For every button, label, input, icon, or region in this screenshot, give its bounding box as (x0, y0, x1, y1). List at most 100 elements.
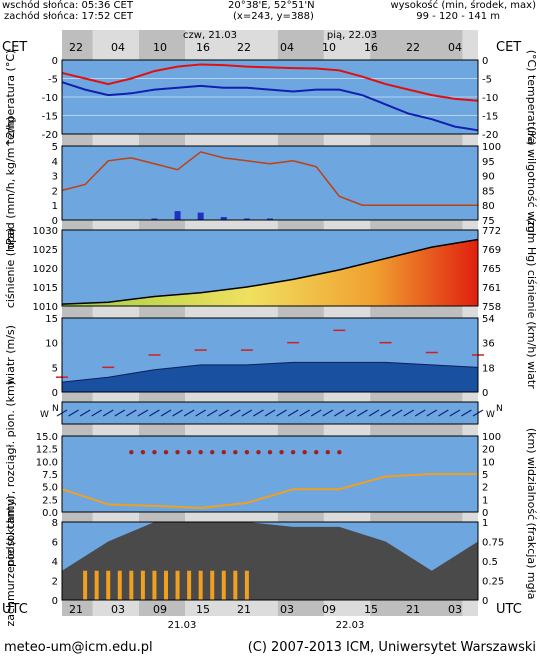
cloud-base-dot (290, 450, 296, 455)
wind-arrow (137, 409, 149, 417)
left-tick-precipitation: 4 (52, 157, 58, 168)
wind-arrow (276, 409, 287, 417)
right-tick-pressure: 772 (482, 226, 501, 237)
right-label-visibility: (km) widzialność (525, 428, 538, 520)
right-tick-pressure: 761 (482, 283, 501, 294)
left-label-pressure: ciśnienie (hPa) (4, 228, 17, 308)
wind-arrow (102, 409, 114, 417)
right-tick-temperature: -5 (482, 75, 492, 86)
wind-arrow (114, 409, 126, 417)
footer-email[interactable]: meteo-um@icm.edu.pl (4, 640, 153, 655)
right-label-cloud: (frakcja) mgła (525, 523, 538, 600)
right-tick-temperature: 0 (482, 56, 488, 67)
left-tick-cloud: 4 (52, 557, 58, 568)
left-tick-precipitation: 2 (52, 186, 58, 197)
humidity-line (61, 151, 478, 206)
left-tick-temperature: 0 (52, 56, 58, 67)
bottom-axis-label-right: UTC (496, 602, 522, 617)
right-tick-cloud: 0.75 (482, 538, 504, 549)
wind-arrow (287, 409, 299, 417)
top-tick-label: 22 (406, 41, 420, 54)
right-label-pressure: (mm Hg) ciśnienie (525, 218, 538, 319)
bottom-tick-label: 15 (364, 603, 378, 616)
top-tick-label: 10 (153, 41, 167, 54)
precip-bar (243, 218, 250, 220)
wind-arrow (79, 409, 91, 417)
fog-bar (152, 570, 157, 600)
dir-n-right: N (496, 404, 503, 414)
precip-bar (197, 212, 204, 220)
wind-arrow (380, 409, 391, 417)
wind-arrow (310, 409, 322, 417)
sunrise-text: wschód słońca: 05:36 CET (2, 0, 133, 11)
wind-arrow (195, 409, 206, 417)
fog-bar (175, 570, 180, 600)
top-tick-label: 22 (69, 41, 83, 54)
fog-bar (164, 570, 168, 600)
panel-bg-visibility (62, 436, 478, 512)
left-tick-pressure: 1010 (33, 302, 58, 313)
bottom-axis-label: UTC (2, 602, 28, 617)
fog-bar (94, 570, 99, 600)
bottom-tick-label: 03 (448, 603, 462, 616)
top-tick-label: 16 (364, 41, 378, 54)
precip-bar (151, 218, 158, 220)
wind-arrow (461, 409, 472, 417)
bottom-tick-label: 21 (406, 603, 420, 616)
wind-arrow (230, 409, 241, 417)
left-tick-temperature: -5 (48, 75, 58, 86)
wind-arrow (172, 409, 183, 417)
dir-w-right: W (486, 410, 495, 420)
cloud-base-dot (210, 450, 215, 455)
left-tick-visibility: 5.0 (42, 483, 58, 494)
wind-arrow (218, 409, 230, 417)
wind-arrow (183, 409, 195, 417)
panel-frame-temperature (61, 59, 479, 135)
right-tick-visibility: 10 (482, 457, 495, 468)
coords-text: 20°38'E, 52°51'N (228, 0, 315, 11)
bottom-tick-label: 03 (280, 603, 294, 616)
cloud-base-dot (163, 450, 169, 455)
left-tick-precipitation: 1 (52, 201, 58, 212)
dir-n-left: N (52, 404, 59, 414)
precip-bar (267, 218, 273, 220)
left-label-precipitation: opad (mm/h, kg/m^2/h) (4, 116, 17, 249)
right-tick-precipitation: 90 (482, 172, 495, 183)
left-tick-wind: 0 (52, 388, 58, 399)
left-tick-pressure: 1025 (33, 245, 58, 256)
right-tick-precipitation: 95 (482, 157, 495, 168)
right-tick-cloud: 1 (482, 518, 488, 529)
panel-frame-visibility (61, 435, 479, 513)
fog-bar (129, 570, 134, 600)
fog-bar (140, 570, 145, 600)
wind-arrow (264, 409, 276, 417)
bottom-day-label: 22.03 (336, 620, 365, 631)
right-tick-wind: 0 (482, 388, 488, 399)
wind-arrow (438, 409, 449, 417)
right-tick-pressure: 765 (482, 264, 501, 275)
fog-bar (221, 570, 226, 600)
dir-w-left: W (40, 410, 49, 420)
wind-arrow (449, 409, 461, 417)
top-tick-label: 22 (237, 41, 251, 54)
top-day-label: pią, 22.03 (327, 30, 377, 41)
left-tick-temperature: -15 (42, 112, 58, 123)
left-tick-cloud: 8 (52, 518, 58, 529)
left-tick-precipitation: 0 (52, 216, 58, 227)
left-tick-temperature: -10 (42, 93, 58, 104)
cloud-base-dot (256, 450, 261, 455)
fog-bar (198, 570, 203, 600)
fog-bar (233, 570, 238, 600)
wind-area (62, 362, 478, 392)
panel-bg-precipitation (62, 146, 478, 220)
sunset-text: zachód słońca: 17:52 CET (4, 11, 133, 22)
right-tick-visibility: 1 (482, 495, 488, 506)
cloud-base-dot (186, 450, 192, 455)
right-tick-precipitation: 85 (482, 186, 495, 197)
right-tick-visibility: 0 (482, 508, 488, 519)
right-tick-visibility: 5 (482, 470, 488, 481)
top-tick-label: 10 (322, 41, 336, 54)
footer-copyright: (C) 2007-2013 ICM, Uniwersytet Warszawsk… (247, 640, 536, 655)
right-label-precipitation: (%) wilgotność wzgl. (525, 127, 538, 240)
left-tick-visibility: 2.5 (42, 495, 58, 506)
